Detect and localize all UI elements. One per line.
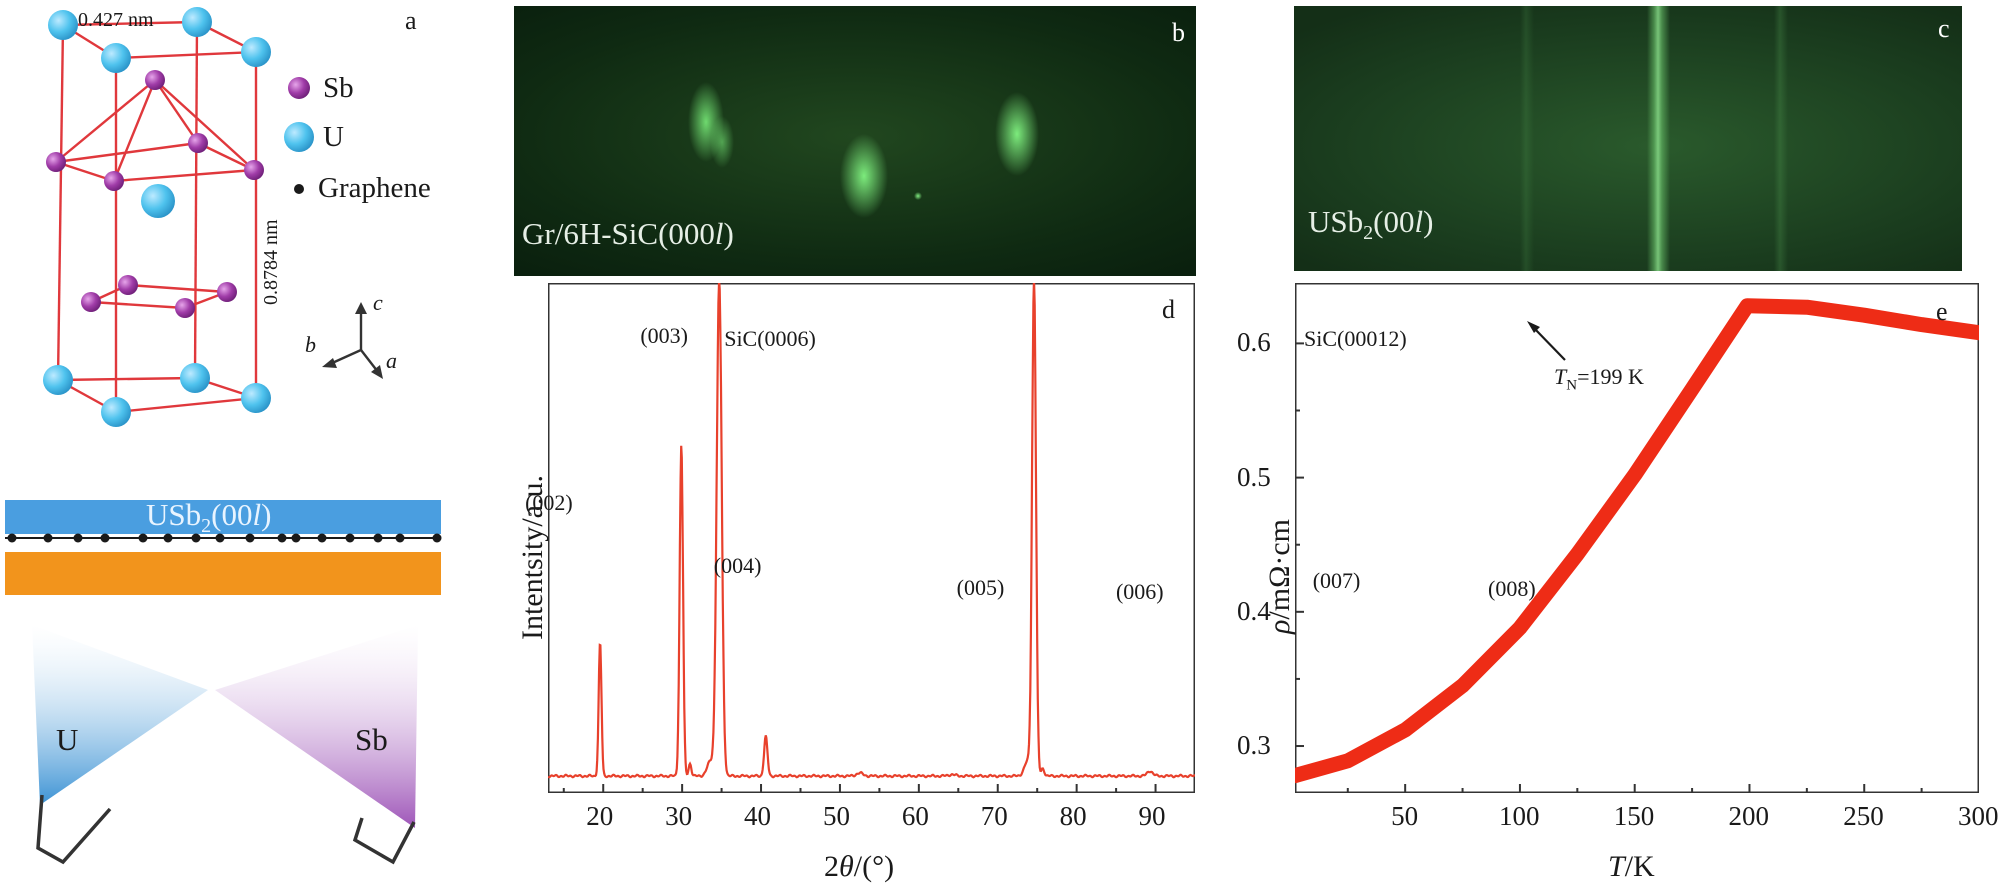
rho-frame [1295, 283, 1979, 793]
film-label-index: l [252, 497, 262, 532]
panel-b-label-main: Gr/6H-SiC(000 [522, 216, 715, 251]
rho-x-tick-label: 300 [1958, 801, 1999, 831]
xrd-x-tick-label: 80 [1059, 801, 1087, 831]
lattice-c-label: 0.8784 nm [260, 219, 282, 305]
tn-sub: N [1566, 377, 1578, 394]
panel-c-label-close: ) [1423, 204, 1434, 239]
graphene-dots [7, 533, 442, 543]
xrd-peak-label: (003) [640, 323, 688, 348]
sb-atoms [46, 70, 264, 318]
xrd-x-tick-label: 20 [586, 801, 614, 831]
rho-x-tick-label: 50 [1391, 801, 1419, 831]
panel-d-xrd-chart: d (002) (003) SiC(0006) (004) (005) (006) SiC(… [525, 283, 1536, 831]
panel-b-label: Gr/6H-SiC(000l) [522, 216, 734, 252]
panel-b-label-index: l [714, 216, 724, 251]
panel-c-letter: c [1938, 14, 1950, 43]
legend-graphene-label: Graphene [318, 172, 431, 204]
xrd-x-tick-label: 60 [901, 801, 929, 831]
panel-d-xlabel: 2θ/(°) [824, 850, 894, 884]
xrd-x-tick-label: 70 [980, 801, 1008, 831]
panel-c-label-index: l [1414, 204, 1424, 239]
panel-e-xlabel: T/K [1608, 850, 1655, 884]
xrd-x-tick-label: 90 [1138, 801, 1166, 831]
panel-e-xlabel-unit: /K [1624, 850, 1655, 883]
panel-e-ylabel: ρ/mΩ·cm [1263, 519, 1297, 634]
panel-e-xlabel-sym: T [1608, 850, 1625, 883]
xrd-peak-label: (006) [1115, 579, 1164, 604]
xrd-plot [548, 283, 1195, 793]
u-atoms [43, 7, 271, 427]
panel-c-label-main: USb [1308, 204, 1364, 239]
xrd-peak-label: (008) [1488, 576, 1536, 601]
panel-b-letter: b [1172, 18, 1185, 47]
rho-y-tick-label: 0.3 [1237, 730, 1271, 761]
panel-b-label-close: ) [723, 216, 734, 251]
rho-y-tick-label: 0.4 [1237, 595, 1271, 626]
panel-d-xlabel-sym: θ [839, 850, 854, 883]
axis-c-label: c [373, 290, 383, 315]
rho-plot [1295, 283, 1979, 793]
xrd-x-tick-label: 30 [665, 801, 693, 831]
film-stack-schematic [5, 500, 442, 595]
evaporation-sources [32, 625, 418, 865]
film-label-open: (00 [211, 497, 253, 532]
panel-c-label-sub: 2 [1363, 222, 1374, 245]
tn-annotation: TN=199 K [1554, 364, 1644, 394]
xrd-x-tick-label: 40 [744, 801, 772, 831]
panel-a-letter: a [405, 6, 417, 35]
rho-x-tick-label: 250 [1843, 801, 1884, 831]
panel-c-label-open: (00 [1373, 204, 1415, 239]
legend-markers [284, 77, 314, 194]
panel-d-ylabel: Intentsity/a.u. [516, 475, 549, 640]
axis-a-label: a [386, 348, 397, 373]
source-u-label: U [56, 722, 79, 757]
tn-arrow-icon [1527, 321, 1566, 361]
rho-x-tick-label: 150 [1613, 801, 1655, 831]
panel-e-ylabel-unit: /mΩ·cm [1263, 518, 1296, 620]
panel-e-resistivity-chart: e TN=199 K 50 100 150 200 250 300 0.3 0.4 0.5 0.6 [1237, 283, 1999, 831]
film-label-main: USb [146, 497, 202, 532]
rho-y-tick-label: 0.6 [1237, 327, 1271, 358]
film-label: USb2(00l) [146, 497, 271, 538]
panel-a: a [0, 0, 470, 896]
xrd-peak-label: SiC(00012) [1304, 326, 1407, 351]
panel-e-letter: e [1936, 297, 1948, 326]
panel-b-rheed-image: b Gr/6H-SiC(000l) [514, 6, 1196, 276]
panel-d-xlabel-num: 2 [824, 850, 839, 883]
xrd-frame [548, 283, 1195, 793]
rho-x-tick-label: 200 [1728, 801, 1769, 831]
film-label-close: ) [261, 497, 272, 532]
rho-y-tick-label: 0.5 [1237, 461, 1271, 492]
lattice-a-label: 0.427 nm [78, 9, 154, 31]
usb2-crystal-structure [5, 7, 442, 865]
tn-value: =199 K [1577, 364, 1644, 389]
panel-d-xlabel-unit: /(°) [853, 850, 895, 883]
rho-x-tick-label: 100 [1498, 801, 1540, 831]
axis-b-label: b [305, 332, 316, 357]
axes-triad-icon [322, 302, 383, 379]
rho-curve [1295, 298, 1979, 784]
tn-sym: T [1554, 364, 1567, 389]
xrd-peak-label: (005) [956, 575, 1005, 600]
xrd-peak-label: (007) [1312, 568, 1361, 593]
legend-u-label: U [323, 121, 344, 153]
legend-sb-label: Sb [323, 72, 354, 104]
source-sb-label: Sb [355, 722, 388, 757]
xrd-peak-label: (004) [713, 553, 762, 578]
film-label-sub: 2 [201, 515, 212, 538]
xrd-pattern-line [548, 283, 1195, 779]
panel-d-letter: d [1162, 295, 1175, 324]
xrd-peak-label: (002) [525, 490, 573, 515]
xrd-x-tick-label: 50 [822, 801, 850, 831]
panel-c-rheed-image: c USb2(00l) [1294, 6, 1962, 271]
panel-e-ylabel-sym: ρ [1263, 619, 1296, 634]
xrd-peak-label: SiC(0006) [724, 326, 816, 351]
panel-c-label: USb2(00l) [1308, 204, 1433, 245]
